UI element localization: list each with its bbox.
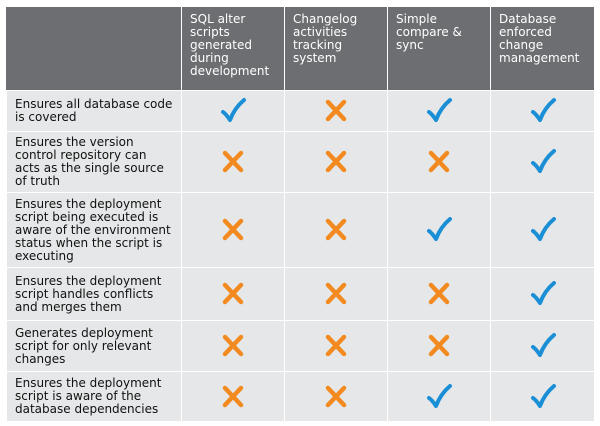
check-icon: [530, 383, 556, 408]
check-icon: [427, 217, 452, 241]
mark-cell: [490, 131, 595, 193]
mark-cell: [490, 371, 595, 422]
mark-cell: [387, 90, 491, 132]
mark-cell: [284, 192, 388, 268]
check-icon: [427, 383, 452, 408]
check-icon: [530, 333, 556, 357]
mark-cell: [284, 131, 388, 193]
cross-icon: [325, 385, 347, 407]
row-label: Ensures the deployment script handles co…: [6, 267, 182, 321]
cross-icon: [325, 218, 347, 241]
mark-cell: [181, 267, 285, 321]
mark-cell: [387, 267, 491, 321]
mark-cell: [490, 192, 595, 268]
mark-cell: [284, 371, 388, 422]
column-header-compare-sync: Simple compare & sync: [387, 6, 491, 91]
check-icon: [530, 281, 556, 305]
mark-cell: [284, 267, 388, 321]
cross-icon: [428, 150, 450, 173]
cross-icon: [222, 218, 244, 241]
table-row: Ensures all database code is covered: [6, 90, 595, 132]
row-label: Ensures the deployment script is aware o…: [6, 371, 182, 422]
table-row: Ensures the deployment script is aware o…: [6, 371, 595, 422]
check-icon: [221, 98, 246, 122]
table-row: Ensures the version control repository c…: [6, 131, 595, 193]
mark-cell: [387, 320, 491, 372]
column-header-changelog: Changelog activities tracking system: [284, 6, 388, 91]
cross-icon: [325, 99, 347, 122]
row-label: Generates deployment script for only rel…: [6, 320, 182, 372]
cross-icon: [222, 150, 244, 173]
table-row: Ensures the deployment script being exec…: [6, 192, 595, 268]
check-icon: [530, 217, 556, 241]
row-label: Ensures the deployment script being exec…: [6, 192, 182, 268]
table-row: Ensures the deployment script handles co…: [6, 267, 595, 321]
cross-icon: [222, 282, 244, 305]
cross-icon: [325, 150, 347, 173]
cross-icon: [428, 282, 450, 305]
check-icon: [427, 98, 452, 122]
cross-icon: [325, 282, 347, 305]
mark-cell: [284, 90, 388, 132]
header-row: SQL alter scripts generated during devel…: [6, 6, 595, 91]
cross-icon: [222, 385, 244, 407]
mark-cell: [181, 131, 285, 193]
mark-cell: [181, 371, 285, 422]
mark-cell: [490, 320, 595, 372]
mark-cell: [387, 371, 491, 422]
check-icon: [530, 98, 556, 122]
mark-cell: [387, 131, 491, 193]
check-icon: [530, 149, 556, 173]
mark-cell: [387, 192, 491, 268]
row-label: Ensures the version control repository c…: [6, 131, 182, 193]
mark-cell: [181, 90, 285, 132]
cross-icon: [222, 334, 244, 357]
mark-cell: [181, 320, 285, 372]
mark-cell: [284, 320, 388, 372]
column-header-database-enforced: Database enforced change management: [490, 6, 595, 91]
cross-icon: [325, 334, 347, 357]
column-header-sql-alter: SQL alter scripts generated during devel…: [181, 6, 285, 91]
mark-cell: [181, 192, 285, 268]
row-label: Ensures all database code is covered: [6, 90, 182, 132]
mark-cell: [490, 90, 595, 132]
mark-cell: [490, 267, 595, 321]
table-row: Generates deployment script for only rel…: [6, 320, 595, 372]
cross-icon: [428, 334, 450, 357]
comparison-table: SQL alter scripts generated during devel…: [6, 6, 595, 422]
comparison-table-container: SQL alter scripts generated during devel…: [6, 6, 595, 422]
header-corner: [6, 6, 182, 91]
